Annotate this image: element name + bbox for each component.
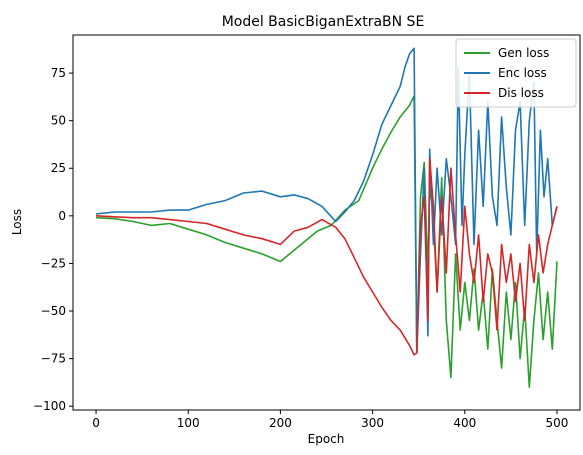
- x-tick-label: 500: [546, 416, 569, 430]
- y-axis-label: Loss: [10, 209, 24, 235]
- x-axis-ticks: 0 100 200 300 400 500: [92, 410, 568, 430]
- y-tick-label: 25: [51, 161, 66, 175]
- legend-label: Gen loss: [498, 46, 549, 60]
- x-axis-label: Epoch: [308, 432, 345, 446]
- y-tick-label: −50: [41, 304, 66, 318]
- series-layer: [95, 47, 558, 388]
- series-line-dis-loss: [95, 157, 558, 356]
- y-tick-label: 75: [51, 66, 66, 80]
- series-line-enc-loss: [95, 47, 558, 354]
- x-tick-label: 200: [269, 416, 292, 430]
- legend: Gen loss Enc loss Dis loss: [455, 38, 577, 108]
- chart-title: Model BasicBiganExtraBN SE: [222, 14, 425, 30]
- x-tick-label: 100: [177, 416, 200, 430]
- legend-box: [455, 38, 577, 108]
- y-tick-label: 0: [58, 209, 66, 223]
- x-tick-label: 400: [453, 416, 476, 430]
- y-tick-label: −75: [41, 352, 66, 366]
- x-tick-label: 0: [92, 416, 100, 430]
- y-axis-ticks: −100 −75 −50 −25 0 25 50 75: [33, 66, 73, 413]
- legend-label: Dis loss: [498, 86, 544, 100]
- x-tick-label: 300: [361, 416, 384, 430]
- y-tick-label: 50: [51, 114, 66, 128]
- y-tick-label: −25: [41, 256, 66, 270]
- y-tick-label: −100: [33, 399, 66, 413]
- legend-label: Enc loss: [498, 66, 547, 80]
